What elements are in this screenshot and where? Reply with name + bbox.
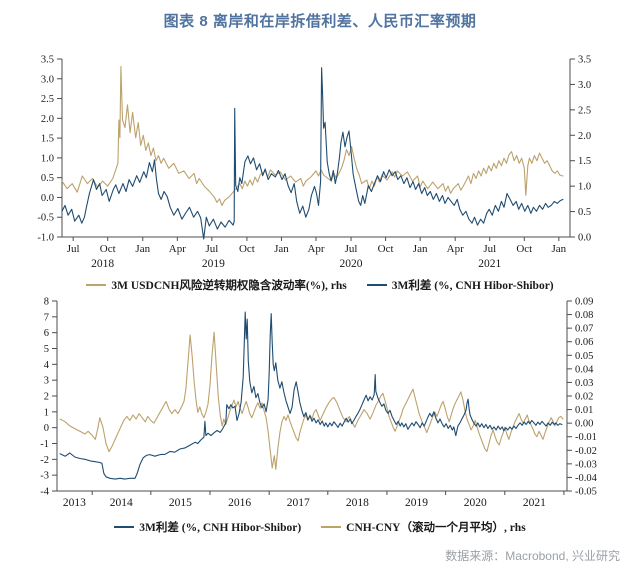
- y-left-tick-label: -0.5: [37, 213, 54, 224]
- y-left-tick-label: 1.5: [41, 134, 54, 145]
- legend-label: 3M利差 (%, CNH Hibor-Shibor): [391, 280, 554, 292]
- y-right-tick-label: 0.06: [575, 337, 593, 348]
- y-left-tick-label: -2: [40, 455, 49, 466]
- y-left-tick-label: 2: [44, 392, 49, 403]
- y-right-tick-label: 0.09: [575, 297, 593, 308]
- y-left-tick-label: 7: [44, 312, 49, 323]
- y-right-tick-label: 2.5: [578, 105, 591, 116]
- top-chart: 3.5 3.0 2.5 2.0 1.5 1.0 0.5 0.0 -0.5 -1.0 3.5 3.0 2.…: [37, 55, 591, 271]
- y-left-tick-label: -3: [40, 471, 49, 482]
- y-left-tick-label: 0.5: [41, 173, 54, 184]
- x-tick-label: Oct: [239, 243, 255, 255]
- x-tick-label: Jan: [135, 243, 150, 255]
- x-year-label: 2016: [228, 497, 251, 509]
- y-left-tick-label: 1.0: [41, 153, 54, 164]
- legend-item: 3M USDCNH风险逆转期权隐含波动率(%), rhs: [86, 277, 347, 293]
- legend-line-icon: [366, 284, 387, 286]
- y-left-tick-label: -4: [40, 487, 49, 498]
- x-year-label: 2021: [478, 258, 501, 270]
- x-year-label: 2018: [91, 258, 114, 270]
- bottom-chart-legend: 3M利差 (%, CNH Hibor-Shibor) CNH-CNY（滚动一个月平…: [0, 519, 640, 535]
- x-tick-label: Jan: [551, 243, 566, 255]
- legend-item: 3M利差 (%, CNH Hibor-Shibor): [114, 519, 301, 535]
- y-right-tick-label: 3.0: [578, 80, 591, 91]
- y-right-tick-label: 0.08: [575, 310, 593, 321]
- series-right: [59, 331, 564, 470]
- y-right-tick-label: 0.01: [575, 405, 593, 416]
- x-year-label: 2021: [523, 497, 546, 509]
- y-left-tick-label: 3.0: [41, 74, 54, 85]
- x-tick-label: Oct: [378, 243, 394, 255]
- y-right-tick-label: 0.05: [575, 351, 593, 362]
- x-tick-label: Jul: [483, 243, 496, 255]
- y-left-tick-label: 1: [44, 407, 49, 418]
- y-right-tick-label: 0.04: [575, 364, 594, 375]
- y-right-tick-label: 0.07: [575, 324, 593, 335]
- y-right-tick-label: -0.01: [575, 432, 597, 443]
- x-tick-label: Oct: [516, 243, 532, 255]
- legend-line-icon: [86, 284, 107, 286]
- x-year-label: 2018: [346, 497, 369, 509]
- x-year-label: 2019: [202, 258, 225, 270]
- x-year-label: 2013: [63, 497, 86, 509]
- y-right-tick-label: 3.5: [578, 55, 591, 66]
- series-left: [61, 67, 564, 240]
- legend-item: CNH-CNY（滚动一个月平均）, rhs: [321, 519, 526, 535]
- y-left-tick-label: 3: [44, 376, 49, 387]
- y-left-tick-label: 4: [44, 360, 50, 371]
- series-left: [59, 311, 563, 480]
- y-left-tick-label: -1: [40, 439, 49, 450]
- top-chart-legend: 3M USDCNH风险逆转期权隐含波动率(%), rhs 3M利差 (%, CNH…: [0, 277, 640, 293]
- x-tick-label: Apr: [169, 243, 186, 255]
- x-year-label: 2020: [340, 258, 363, 270]
- x-year-label: 2014: [110, 497, 133, 509]
- y-left-tick-label: 8: [44, 297, 49, 308]
- bottom-chart: 8 7 6 5 4 3 2 1 0 -1 -2 -3 -4 0.09 0.08 0.07 0.06 0.05 0.0…: [40, 297, 598, 510]
- legend-line-icon: [114, 526, 135, 528]
- legend-label: 3M USDCNH风险逆转期权隐含波动率(%), rhs: [111, 280, 347, 292]
- x-tick-label: Jan: [274, 243, 289, 255]
- y-right-tick-label: -0.04: [575, 473, 598, 484]
- x-year-label: 2017: [287, 497, 310, 509]
- y-right-tick-label: 0.02: [575, 392, 593, 403]
- y-right-tick-label: 2.0: [578, 131, 591, 142]
- y-right-tick-label: 1.5: [578, 156, 591, 167]
- x-tick-label: Jul: [67, 243, 80, 255]
- y-right-tick-label: 0.03: [575, 378, 593, 389]
- y-left-tick-label: 3.5: [41, 55, 54, 66]
- report-figure: 图表 8 离岸和在岸拆借利差、人民币汇率预期 3.5 3.0 2.5 2.0 1.5 1.…: [0, 10, 640, 576]
- y-left-tick-label: 2.5: [41, 94, 54, 105]
- y-right-tick-label: 1.0: [578, 182, 591, 193]
- legend-line-icon: [321, 526, 342, 528]
- page-title: 图表 8 离岸和在岸拆借利差、人民币汇率预期: [163, 13, 477, 30]
- x-year-label: 2020: [464, 497, 487, 509]
- x-year-label: 2019: [405, 497, 428, 509]
- x-tick-label: Jul: [345, 243, 358, 255]
- y-right-tick-label: 0.00: [575, 419, 593, 430]
- x-tick-label: Oct: [100, 243, 116, 255]
- x-tick-label: Apr: [307, 243, 324, 255]
- x-tick-label: Jul: [205, 243, 218, 255]
- legend-item: 3M利差 (%, CNH Hibor-Shibor): [366, 277, 554, 293]
- y-left-tick-label: 0.0: [41, 193, 54, 204]
- y-right-tick-label: -0.03: [575, 459, 597, 470]
- y-right-tick-label: -0.05: [575, 487, 597, 498]
- y-left-tick-label: 5: [44, 344, 49, 355]
- x-tick-label: Apr: [447, 243, 464, 255]
- y-right-tick-label: 0.5: [578, 207, 591, 218]
- data-source-note: 数据来源：Macrobond, 兴业研究: [445, 549, 620, 563]
- y-left-tick-label: 2.0: [41, 114, 54, 125]
- legend-label: CNH-CNY（滚动一个月平均）, rhs: [346, 522, 526, 534]
- x-tick-label: Jan: [413, 243, 428, 255]
- x-year-label: 2015: [169, 497, 192, 509]
- y-left-tick-label: -1.0: [37, 233, 54, 244]
- series-right: [61, 66, 564, 207]
- y-left-tick-label: 6: [44, 328, 49, 339]
- y-left-tick-label: 0: [44, 423, 49, 434]
- y-right-tick-label: 0.0: [578, 233, 591, 244]
- legend-label: 3M利差 (%, CNH Hibor-Shibor): [139, 522, 302, 534]
- y-right-tick-label: -0.02: [575, 446, 597, 457]
